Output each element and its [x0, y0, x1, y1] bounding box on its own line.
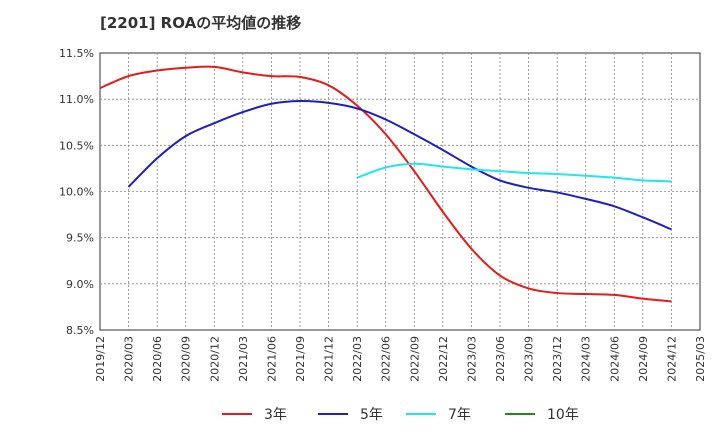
- y-tick-label: 10.5%: [59, 139, 94, 152]
- y-tick-label: 9.0%: [66, 278, 94, 291]
- y-tick-label: 8.5%: [66, 324, 94, 337]
- x-tick-label: 2022/12: [437, 336, 450, 382]
- series-line-3: [356, 162, 672, 183]
- legend-label: 5年: [360, 407, 383, 423]
- x-tick-label: 2020/03: [123, 336, 136, 382]
- series-line-1: [99, 65, 672, 303]
- legend-label: 10年: [547, 407, 579, 423]
- x-tick-label: 2022/03: [351, 336, 364, 382]
- legend-label: 3年: [264, 407, 287, 423]
- x-tick-label: 2021/03: [237, 336, 250, 382]
- x-tick-label: 2019/12: [94, 336, 107, 382]
- y-tick-label: 11.5%: [59, 47, 94, 60]
- x-tick-label: 2022/06: [380, 336, 393, 382]
- x-tick-label: 2024/12: [665, 336, 678, 382]
- x-tick-label: 2023/06: [494, 336, 507, 382]
- x-tick-label: 2023/12: [551, 336, 564, 382]
- x-tick-label: 2021/09: [294, 336, 307, 382]
- y-tick-label: 11.0%: [59, 93, 94, 106]
- x-tick-label: 2022/09: [408, 336, 421, 382]
- x-tick-label: 2024/09: [637, 336, 650, 382]
- x-tick-label: 2021/12: [323, 336, 336, 382]
- legend-label: 7年: [448, 407, 471, 423]
- x-tick-label: 2023/09: [523, 336, 536, 382]
- x-tick-label: 2021/06: [265, 336, 278, 382]
- x-tick-label: 2024/03: [580, 336, 593, 382]
- x-tick-label: 2024/06: [608, 336, 621, 382]
- series-line-2: [127, 99, 672, 231]
- y-tick-label: 10.0%: [59, 186, 94, 199]
- x-tick-label: 2023/03: [465, 336, 478, 382]
- chart-title: [2201] ROAの平均値の推移: [100, 14, 302, 32]
- x-tick-label: 2020/06: [151, 336, 164, 382]
- x-tick-label: 2020/12: [208, 336, 221, 382]
- x-tick-label: 2025/03: [694, 336, 707, 382]
- y-tick-label: 9.5%: [66, 232, 94, 245]
- x-tick-label: 2020/09: [180, 336, 193, 382]
